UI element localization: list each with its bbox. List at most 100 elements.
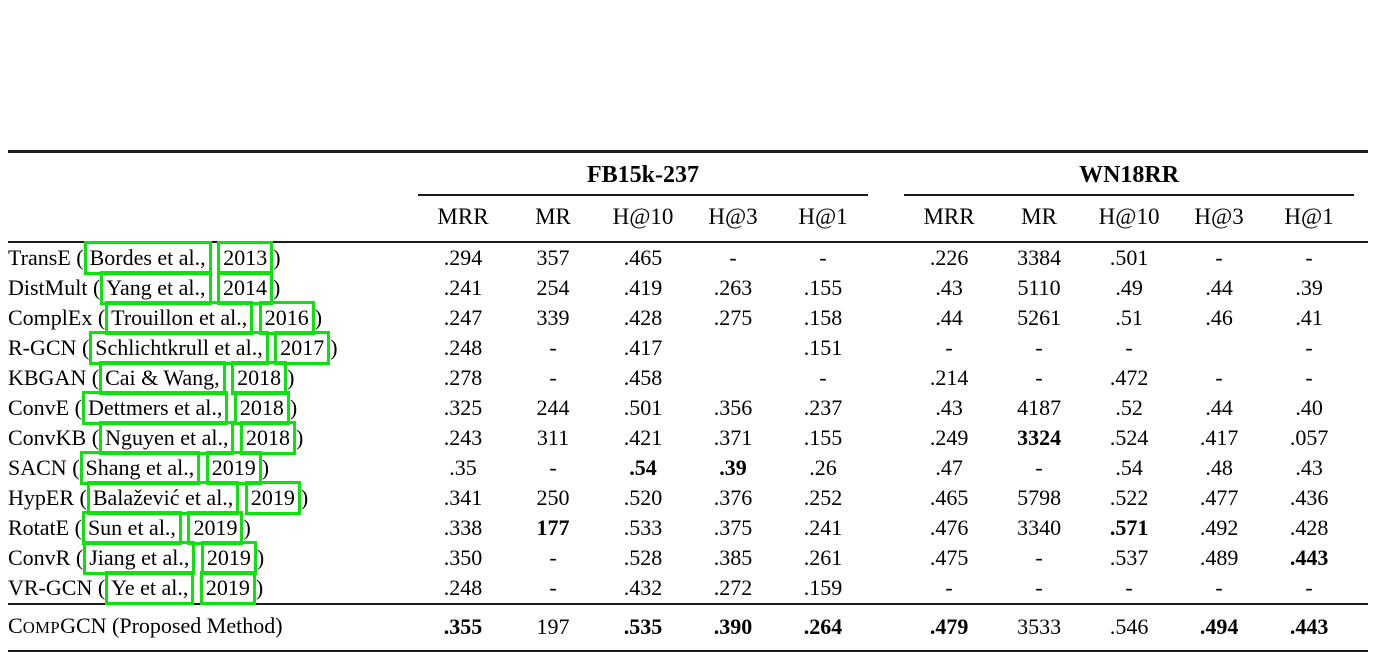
close-paren: ) [243, 515, 251, 540]
dataset-group-row: FB15k-237 WN18RR [8, 151, 1368, 196]
fb15k-237-mr-cell: 311 [536, 425, 570, 450]
right-pad [1354, 423, 1368, 453]
column-gap [868, 513, 904, 543]
fb15k-237-mr-cell: 254 [536, 275, 570, 300]
wn18rr-mr-cell: 5261 [1017, 305, 1062, 330]
fb15k-237-h1-cell: .158 [803, 305, 843, 330]
citation-year-link[interactable]: 2014 [217, 271, 274, 305]
fb15k-237-h1-cell: .252 [803, 485, 843, 510]
fb15k-237-mrr-cell: .341 [443, 485, 483, 510]
citation-author-link[interactable]: Ye et al., [105, 571, 195, 605]
wn18rr-h3-cell: .489 [1199, 545, 1239, 570]
metric-header-wn-h3: H@3 [1194, 204, 1244, 229]
column-gap [868, 604, 904, 652]
wn18rr-h10-cell: .522 [1109, 485, 1149, 510]
fb15k-237-mrr-cell: .247 [443, 305, 483, 330]
fb15k-237-mr-cell: 177 [536, 515, 570, 540]
fb15k-237-mrr-cell: .243 [443, 425, 483, 450]
fb15k-237-mrr-cell: .350 [443, 545, 483, 570]
wn18rr-h1-cell: - [1305, 575, 1313, 600]
fb15k-237-mrr-cell: .338 [443, 515, 483, 540]
close-paren: ) [300, 485, 309, 510]
metric-header-row: MRR MR H@10 H@3 H@1 MRR MR H@10 H@3 H@1 [8, 195, 1368, 242]
wn18rr-mrr-cell: .475 [929, 545, 969, 570]
close-paren: ) [255, 575, 264, 600]
fb15k-237-h3-cell: .272 [713, 575, 753, 600]
wn18rr-h1-cell: .41 [1295, 305, 1323, 330]
citation-year-link[interactable]: 2019 [244, 481, 301, 515]
wn18rr-h3-cell: - [1215, 365, 1223, 390]
citation-author-link[interactable]: Yang et al., [100, 271, 212, 305]
citation-author-link[interactable]: Bordes et al., [83, 241, 212, 275]
close-paren: ) [289, 395, 298, 420]
open-paren: ( [76, 335, 90, 360]
wn18rr-h1-cell: - [1305, 365, 1313, 390]
open-paren: ( [86, 365, 100, 390]
fb15k-237-h10-cell: .417 [623, 335, 663, 360]
citation-year-link[interactable]: 2019 [187, 511, 244, 545]
citation-year-link[interactable]: 2013 [217, 241, 274, 275]
fb15k-237-h3-cell: .385 [713, 545, 753, 570]
citation-author-link[interactable]: Dettmers et al., [81, 391, 229, 425]
citation-year-link[interactable]: 2019 [205, 451, 262, 485]
citation-author-link[interactable]: Sun et al., [81, 511, 182, 545]
citation-year-link[interactable]: 2019 [200, 541, 257, 575]
fb15k-237-h1-cell: .151 [803, 335, 843, 360]
citation-year-link[interactable]: 2018 [239, 421, 296, 455]
fb15k-237-mr-cell: 250 [536, 485, 570, 510]
close-paren: ) [314, 305, 323, 330]
method-name: ConvR [8, 545, 71, 570]
citation-author-link[interactable]: Cai & Wang, [99, 361, 226, 395]
right-pad [1354, 573, 1368, 604]
wn18rr-mrr-cell: - [945, 575, 953, 600]
wn18rr-h10-cell: .52 [1115, 395, 1143, 420]
fb15k-237-h10-cell: .501 [623, 395, 663, 420]
fb15k-237-h10-cell: .419 [623, 275, 663, 300]
wn18rr-mr-cell: - [1035, 575, 1043, 600]
citation-author-link[interactable]: Jiang et al., [83, 541, 196, 575]
fb15k-237-mr-cell: - [549, 455, 557, 480]
table-row: R-GCN (Schlichtkrull et al., 2017) .248 -… [8, 331, 1368, 365]
open-paren: ( [66, 455, 80, 480]
fb15k-237-mrr-cell: .248 [443, 335, 483, 360]
citation-year-link[interactable]: 2017 [274, 331, 331, 365]
citation-author-link[interactable]: Schlichtkrull et al., [89, 331, 269, 365]
wn18rr-h3-cell: .44 [1205, 395, 1233, 420]
wn18rr-h3-cell: .417 [1199, 425, 1239, 450]
wn18rr-h10-cell: .537 [1109, 545, 1149, 570]
fb15k-237-h10-cell: .54 [629, 455, 657, 480]
wn18rr-h3-cell: .46 [1205, 305, 1233, 330]
fb15k-237-h1-cell: .264 [803, 614, 843, 639]
fb15k-237-h3-cell: .390 [713, 614, 753, 639]
open-paren: ( [70, 245, 84, 270]
open-paren: ( [69, 395, 82, 420]
header-right-pad [1354, 152, 1368, 196]
method-label-cell: R-GCN (Schlichtkrull et al., 2017) [8, 331, 418, 365]
fb15k-237-mr-cell: 197 [536, 614, 570, 639]
fb15k-237-h3-cell [688, 363, 778, 393]
wn18rr-mr-cell: 5798 [1017, 485, 1062, 510]
wn18rr-h10-cell: .524 [1109, 425, 1149, 450]
citation-year-link[interactable]: 2018 [233, 391, 290, 425]
table-row: RotatE (Sun et al., 2019) .338 177 .533 .37… [8, 511, 1368, 545]
open-paren: ( [74, 485, 87, 510]
fb15k-237-h3-cell [688, 333, 778, 363]
close-paren: ) [261, 455, 270, 480]
wn18rr-h1-cell: .443 [1289, 614, 1329, 639]
fb15k-237-h1-cell: .159 [803, 575, 843, 600]
citation-author-link[interactable]: Shang et al., [79, 451, 201, 485]
fb15k-237-mr-cell: - [549, 365, 557, 390]
citation-author-link[interactable]: Trouillon et al., [105, 301, 254, 335]
wn18rr-h1-cell: .436 [1289, 485, 1329, 510]
citation-author-link[interactable]: Nguyen et al., [99, 421, 235, 455]
citation-year-link[interactable]: 2019 [199, 571, 256, 605]
citation-year-link[interactable]: 2018 [231, 361, 288, 395]
citation-year-link[interactable]: 2016 [258, 301, 315, 335]
citation-author-link[interactable]: Balažević et al., [86, 481, 240, 515]
method-name: DistMult [8, 275, 88, 300]
wn18rr-h10-cell: - [1125, 575, 1133, 600]
fb15k-237-h1-cell: - [819, 245, 827, 270]
table-row: HypER (Balažević et al., 2019) .341 250 .5… [8, 481, 1368, 515]
wn18rr-mrr-cell: .43 [935, 395, 963, 420]
